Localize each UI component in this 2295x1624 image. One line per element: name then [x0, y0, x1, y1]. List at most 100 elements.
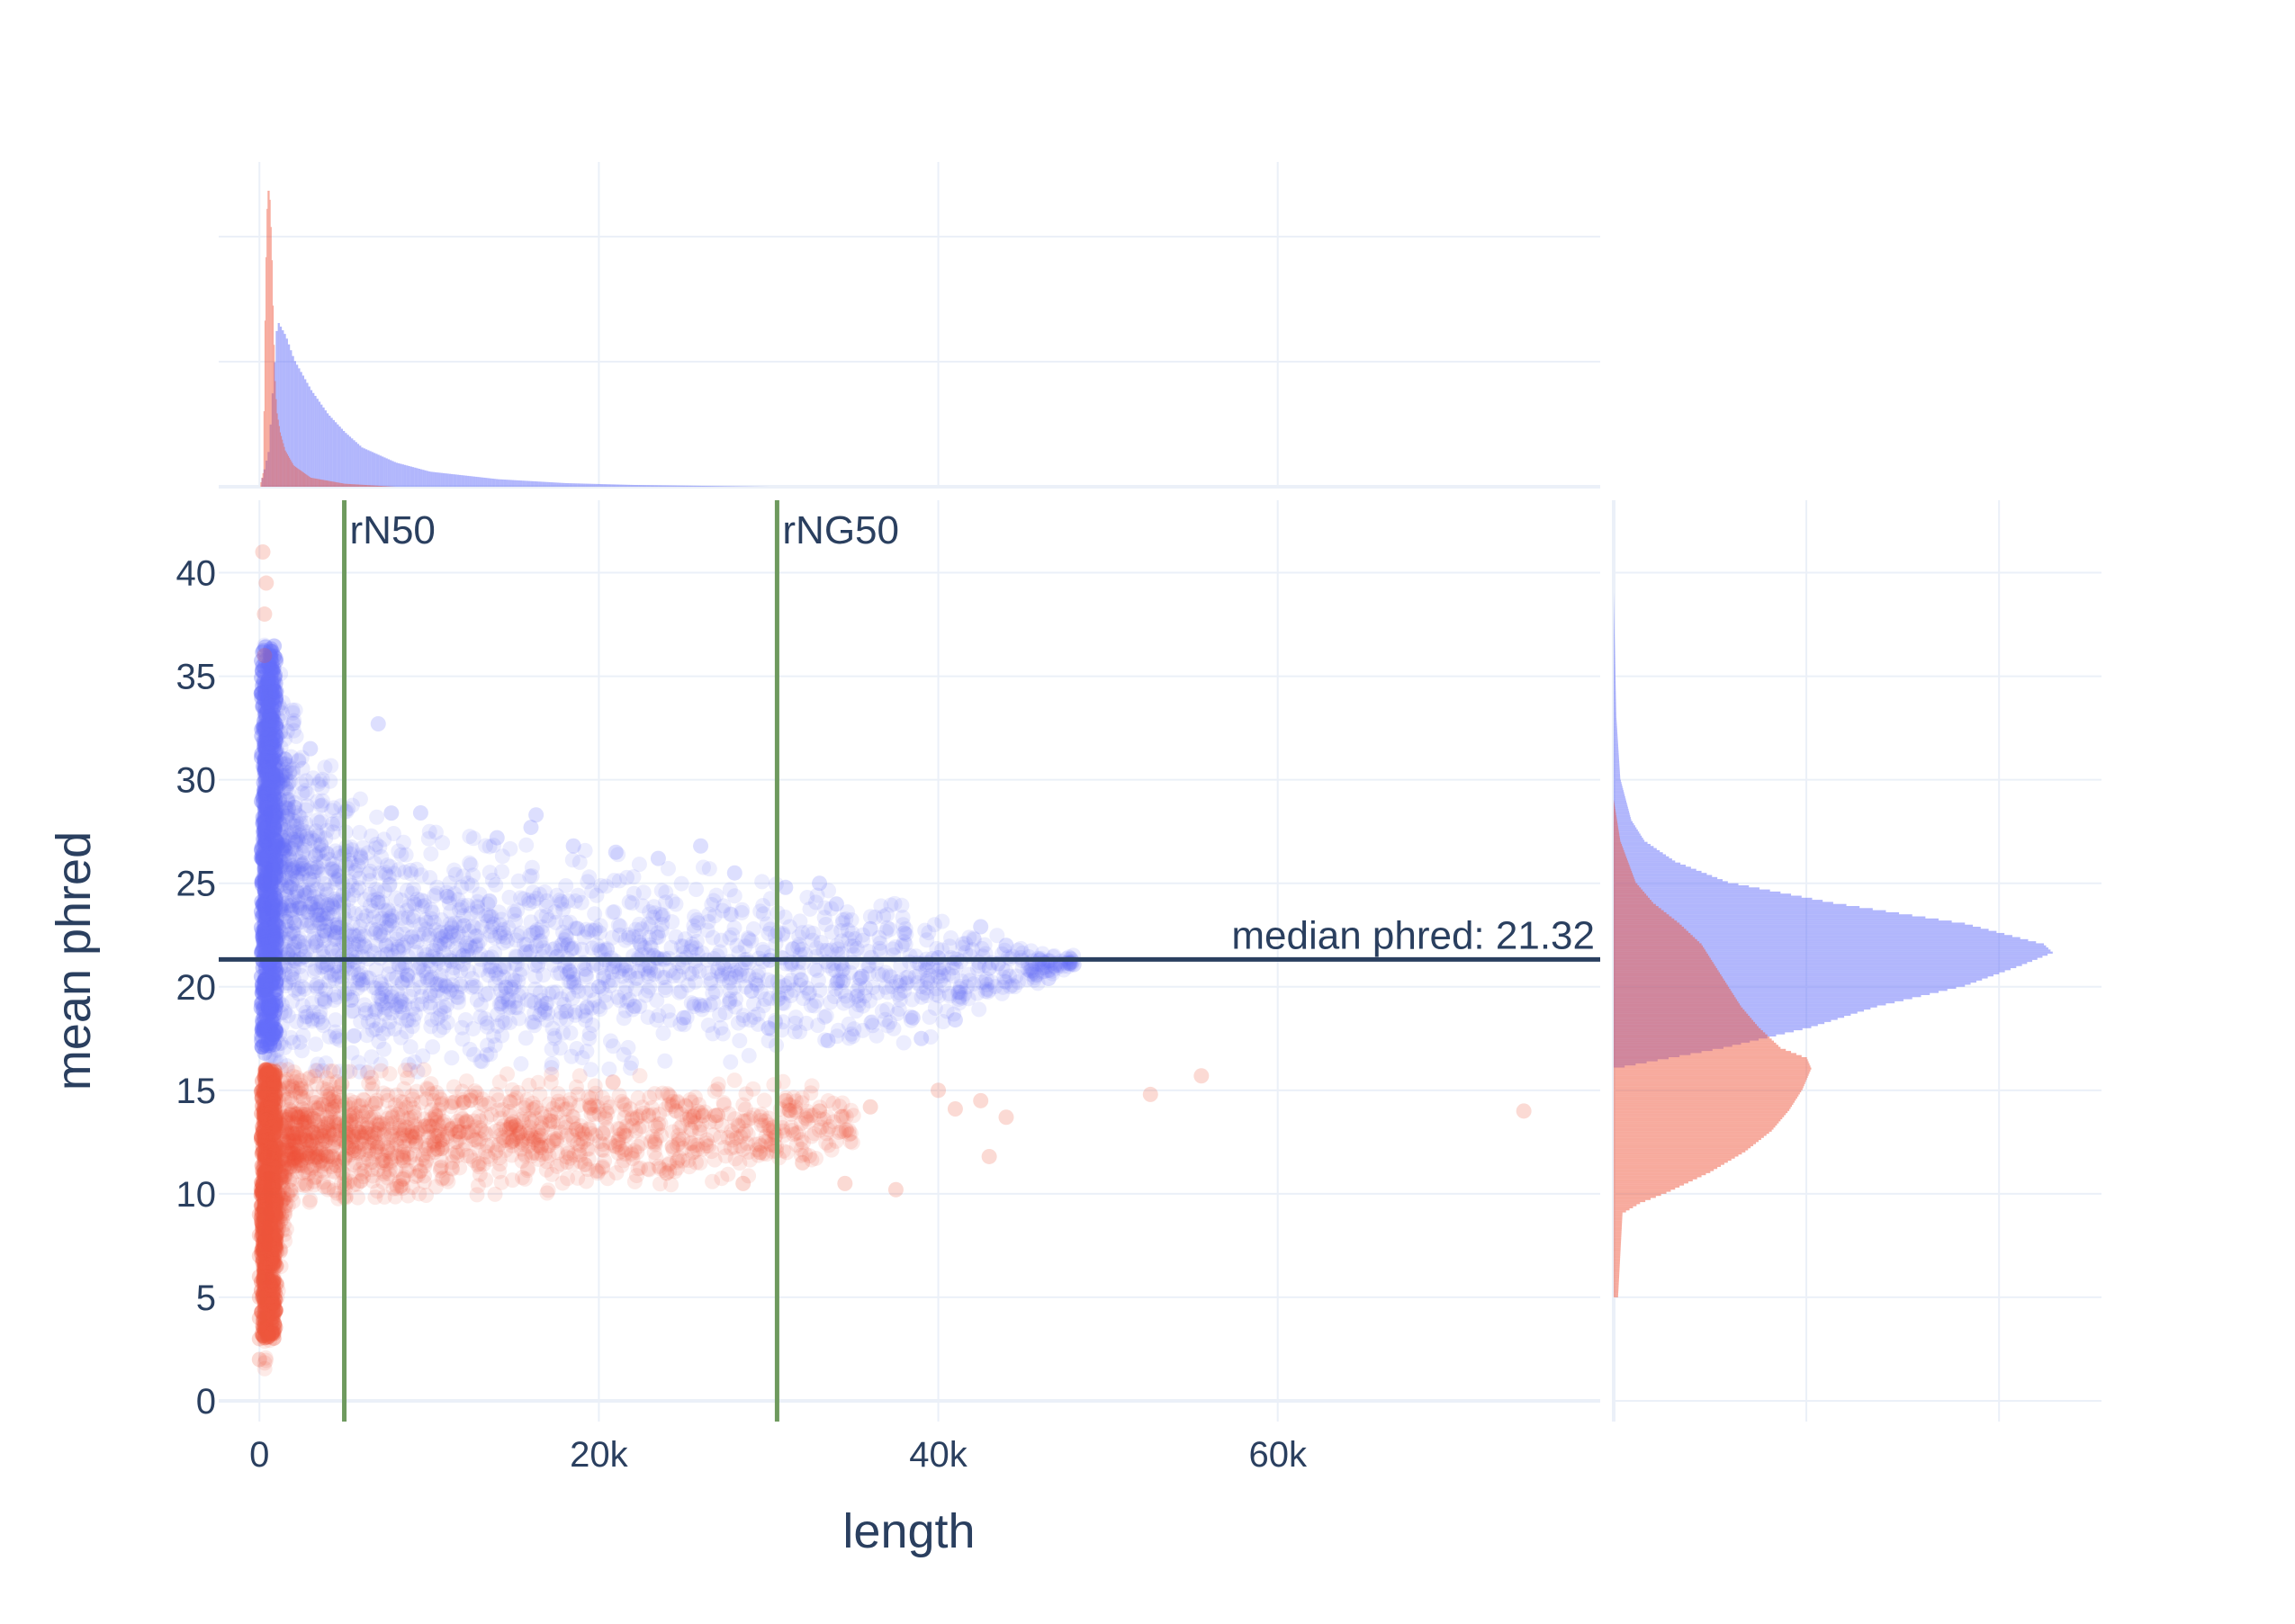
- phred-histogram-bar: [1614, 626, 1615, 628]
- phred-histogram-bar: [1614, 819, 1617, 821]
- scatter-plot-area: [219, 500, 1600, 1422]
- length-histogram-bar: [614, 484, 616, 487]
- phred-histogram-bar: [1614, 1196, 1656, 1198]
- phred-histogram-bar: [1614, 1094, 1798, 1096]
- phred-histogram-bar: [1614, 1171, 1710, 1173]
- pass-point: [266, 920, 281, 936]
- length-histogram-bar: [493, 479, 495, 487]
- phred-histogram-bar: [1614, 1119, 1780, 1121]
- pass-point: [612, 873, 627, 888]
- length-histogram-bar: [422, 470, 424, 487]
- length-histogram-bar: [636, 485, 638, 487]
- pass-point: [742, 1048, 757, 1063]
- phred-histogram-bar: [1614, 786, 1623, 788]
- phred-histogram-bar: [1614, 701, 1616, 703]
- pass-point: [393, 1030, 409, 1045]
- phred-histogram-bar: [1614, 875, 1634, 877]
- phred-histogram-bar: [1614, 1026, 1759, 1027]
- phred-histogram-bar: [1614, 740, 1618, 742]
- phred-histogram-bar: [1614, 1076, 1808, 1078]
- phred-histogram-bar: [1614, 653, 1615, 655]
- phred-histogram-bar: [1614, 1086, 1804, 1088]
- pass-point: [962, 973, 977, 988]
- pass-point: [578, 967, 593, 982]
- pass-point: [638, 988, 653, 1003]
- phred-histogram-bar: [1614, 1005, 1741, 1007]
- length-histogram-bar: [270, 200, 271, 487]
- pass-point: [425, 1039, 440, 1054]
- length-histogram-bar: [441, 473, 443, 487]
- pass-point: [665, 893, 680, 909]
- length-histogram-bar: [502, 480, 504, 487]
- pass-point: [456, 918, 472, 933]
- length-histogram-bar: [598, 484, 599, 487]
- length-histogram-bar: [553, 482, 554, 487]
- phred-histogram-bar: [1614, 1258, 1620, 1260]
- phred-histogram-bar: [1614, 892, 1644, 893]
- length-histogram-bar: [449, 474, 451, 487]
- length-histogram-bar: [520, 480, 522, 487]
- length-histogram-bar: [475, 477, 477, 487]
- phred-histogram-bar: [1614, 1270, 1619, 1272]
- fail-point: [757, 1093, 772, 1108]
- phred-histogram-bar: [1614, 728, 1617, 730]
- length-histogram-bar: [318, 479, 319, 487]
- length-histogram: [260, 191, 769, 487]
- length-histogram-bar: [327, 413, 328, 487]
- pass-point: [258, 706, 274, 722]
- pass-point: [383, 805, 399, 821]
- length-histogram-bar: [453, 474, 454, 487]
- length-histogram-bar: [546, 482, 548, 487]
- length-histogram-bar: [328, 481, 329, 487]
- phred-histogram-bar: [1614, 846, 1623, 848]
- length-histogram-bar: [730, 486, 732, 487]
- pass-point: [283, 765, 298, 780]
- pass-point: [726, 980, 742, 995]
- phred-histogram-bar: [1614, 1115, 1784, 1117]
- phred-histogram-bar: [1614, 730, 1617, 731]
- length-histogram-bar: [329, 481, 330, 487]
- phred-histogram-bar: [1614, 803, 1627, 804]
- length-histogram-bar: [488, 478, 490, 487]
- length-histogram-bar: [366, 485, 367, 487]
- phred-histogram-bar: [1614, 705, 1616, 707]
- length-histogram-bar: [348, 484, 349, 487]
- pass-point: [562, 1026, 578, 1041]
- length-histogram-bar: [626, 485, 628, 487]
- phred-histogram-bar: [1614, 1262, 1620, 1264]
- length-histogram-bar: [504, 480, 506, 487]
- phred-histogram-bar: [1614, 954, 1708, 956]
- length-histogram-bar: [480, 477, 482, 487]
- pass-point: [534, 909, 549, 924]
- pass-point: [662, 1012, 678, 1027]
- pass-point: [628, 971, 644, 986]
- phred-histogram-bar: [1614, 898, 1650, 900]
- phred-histogram-bar: [1614, 1078, 1807, 1080]
- pass-point: [827, 989, 842, 1004]
- phred-histogram-bar: [1614, 912, 1667, 914]
- pass-point: [587, 923, 602, 938]
- pass-point: [513, 891, 528, 906]
- phred-histogram-bar: [1614, 1198, 1651, 1199]
- length-histogram-bar: [459, 475, 461, 487]
- length-histogram-bar: [278, 419, 279, 487]
- pass-point: [742, 932, 757, 947]
- phred-histogram-bar: [1614, 1089, 1803, 1090]
- length-histogram-bar: [291, 462, 292, 487]
- phred-histogram-bar: [1614, 871, 1632, 873]
- phred-histogram-bar: [1614, 1126, 1776, 1127]
- pass-point: [606, 1038, 621, 1054]
- length-histogram-bar: [294, 466, 295, 487]
- phred-histogram-bar: [1614, 1003, 1740, 1005]
- pass-point: [386, 826, 401, 841]
- length-histogram-bar: [446, 473, 448, 487]
- phred-histogram-bar: [1614, 970, 1719, 972]
- phred-histogram-bar: [1614, 1068, 1812, 1070]
- phred-histogram-bar: [1614, 777, 1620, 779]
- pass-point: [256, 823, 272, 839]
- pass-point: [945, 960, 960, 975]
- phred-histogram-bar: [1614, 643, 1615, 645]
- phred-histogram-bar: [1614, 1252, 1620, 1253]
- phred-histogram-bar: [1614, 960, 1712, 962]
